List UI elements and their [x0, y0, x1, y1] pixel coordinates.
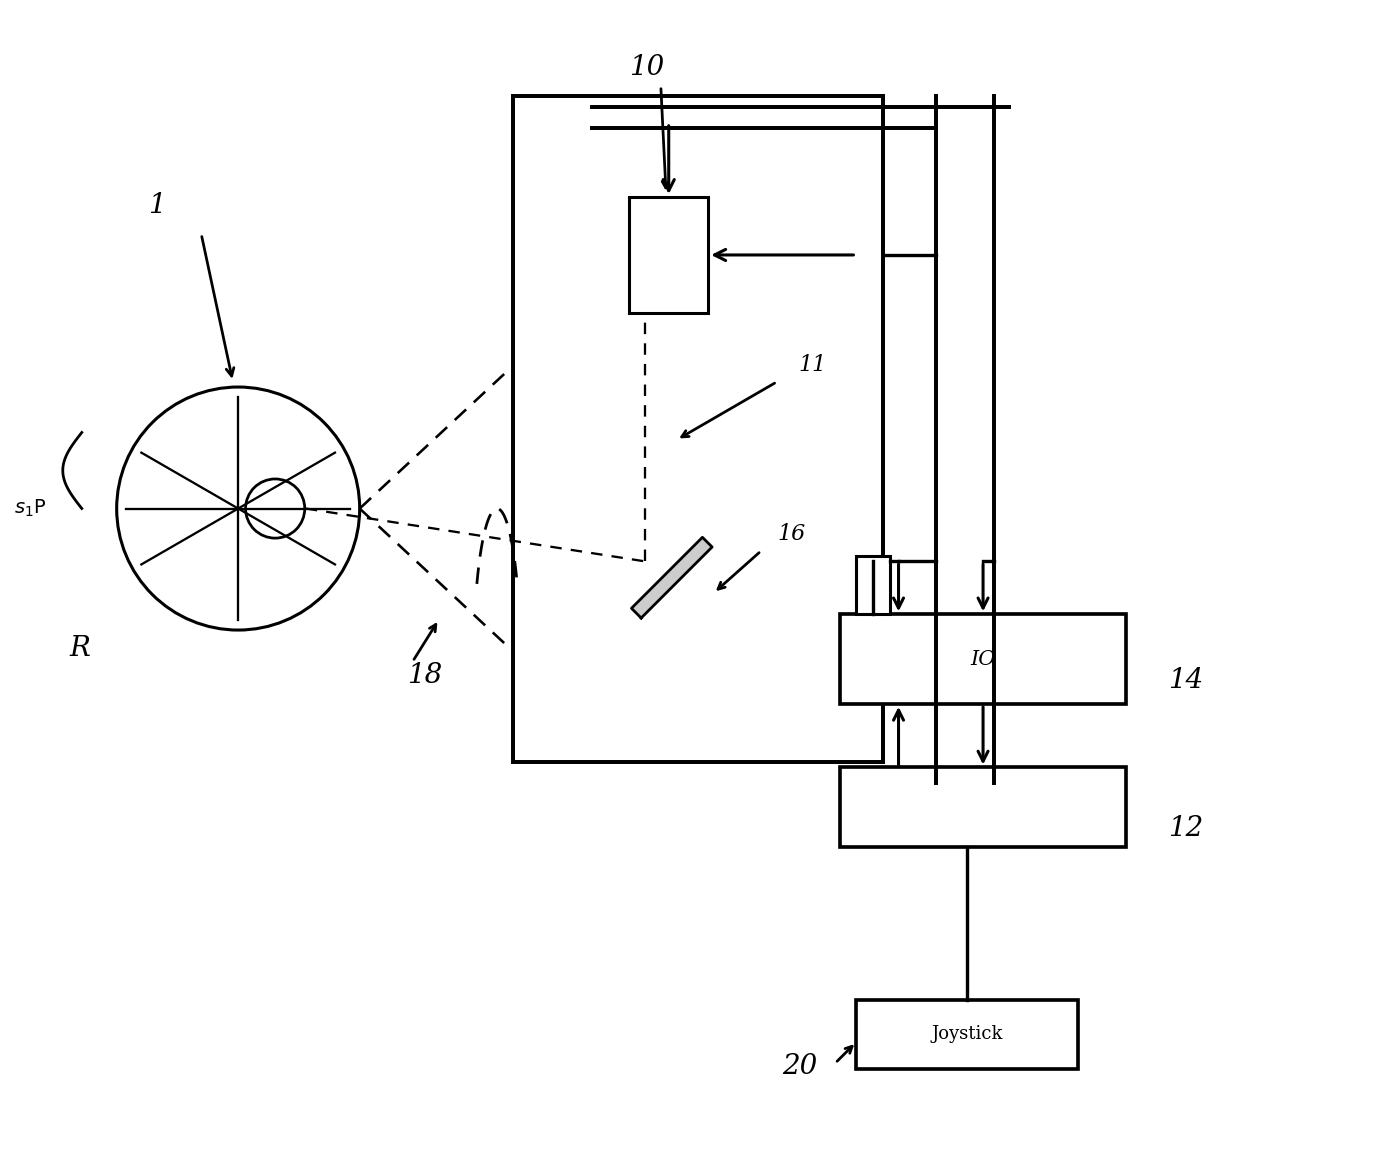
Bar	[841, 768, 1126, 847]
Text: IO: IO	[971, 650, 996, 669]
Bar	[841, 614, 1126, 704]
Polygon shape	[632, 537, 712, 617]
Text: 10: 10	[629, 55, 665, 82]
Text: 12: 12	[1168, 816, 1204, 842]
Bar	[856, 1000, 1078, 1068]
Bar	[629, 197, 708, 313]
Text: 14: 14	[1168, 668, 1204, 694]
Text: R: R	[69, 635, 90, 663]
Bar	[512, 97, 882, 762]
Text: Joystick: Joystick	[932, 1025, 1003, 1043]
Text: $s_1$P: $s_1$P	[14, 497, 47, 520]
Text: 18: 18	[407, 662, 442, 689]
Text: 20: 20	[783, 1053, 817, 1080]
Text: 16: 16	[777, 523, 805, 545]
Bar	[856, 556, 891, 614]
Text: 11: 11	[798, 354, 827, 376]
Text: 1: 1	[148, 192, 166, 219]
